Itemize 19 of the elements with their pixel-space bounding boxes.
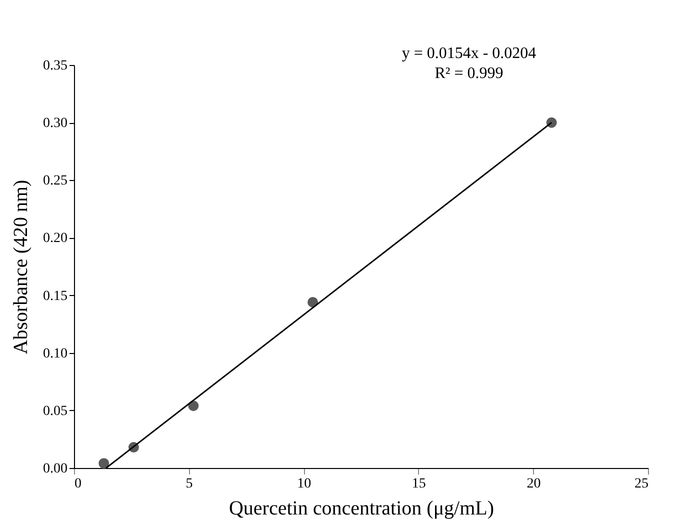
x-tick-label: 0: [74, 476, 82, 492]
point: [98, 458, 110, 469]
y-tick-label: 0.10: [43, 346, 68, 362]
text: y = 0.0154x - 0.0204: [402, 45, 536, 62]
y-axis-title: Absorbance (420 nm): [10, 180, 32, 354]
y-tick-label: 0.25: [43, 174, 68, 189]
y-tick-label: 0.30: [43, 116, 68, 132]
y-tick-label: 0.05: [43, 404, 68, 419]
y-tick-label: 0.20: [43, 231, 68, 246]
x-axis-title: Quercetin concentration (μg/mL): [228, 498, 494, 520]
x-tick-label: 25: [634, 476, 648, 492]
x-tick-label: 20: [526, 476, 541, 492]
y-tick-label: 0.35: [43, 58, 68, 74]
y-tick-label: 0.15: [43, 288, 68, 304]
x-tick-label: 10: [297, 476, 312, 492]
x-tick-label: 15: [412, 476, 426, 492]
x-tick-label: 5: [186, 476, 193, 492]
annotation: R² = 0.999: [434, 65, 504, 82]
y-tick-label: 0.00: [43, 462, 68, 476]
